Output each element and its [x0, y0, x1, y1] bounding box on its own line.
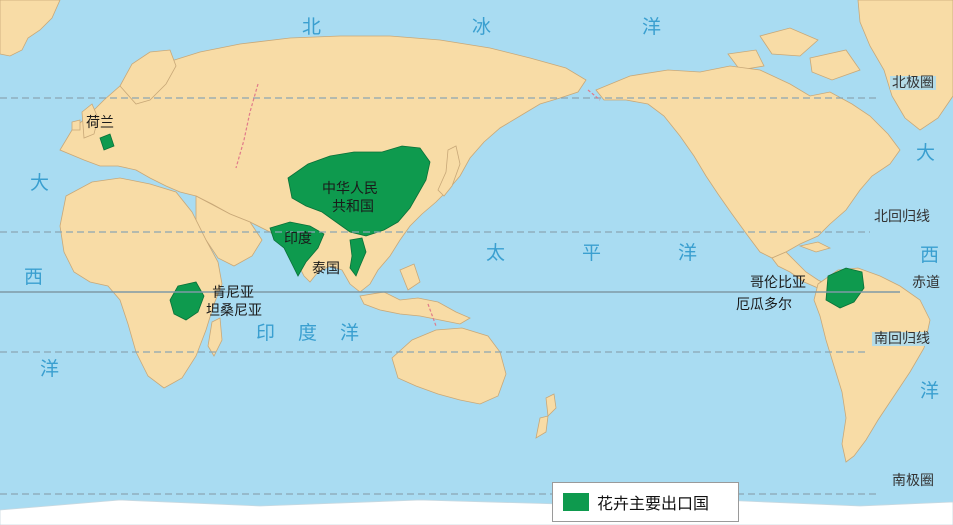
antarctica: [0, 499, 953, 525]
africa: [59, 177, 223, 389]
ocean-atlantic-west-char-1: 大: [30, 172, 50, 194]
ocean-atlantic-west-char-2: 西: [24, 266, 44, 288]
british-isles: [71, 103, 99, 139]
southeast-asia-islands: [359, 263, 471, 325]
ocean-indian-char-1: 印: [256, 322, 276, 344]
export-china: [287, 145, 431, 237]
label-kenya: 肯尼亚: [212, 285, 254, 301]
japan: [437, 145, 461, 197]
label-antarctic-circle: 南极圈: [890, 473, 936, 489]
ocean-atlantic-east-char-1: 大: [916, 142, 936, 164]
ocean-indian-char-3: 洋: [340, 322, 360, 344]
label-equator: 赤道: [910, 275, 942, 291]
ocean-pacific-char-1: 太: [486, 242, 506, 264]
label-china-line-2: 共和国: [332, 199, 374, 215]
boundary-indonesia: [427, 303, 437, 327]
north-america: [595, 65, 901, 259]
label-tanzania: 坦桑尼亚: [206, 303, 262, 319]
ocean-atlantic-east-char-2: 西: [920, 244, 940, 266]
greenland: [857, 0, 953, 131]
ocean-atlantic-east-char-3: 洋: [920, 380, 940, 402]
ocean-atlantic-west-char-3: 洋: [40, 358, 60, 380]
label-netherlands: 荷兰: [86, 115, 114, 131]
label-india: 印度: [284, 231, 312, 247]
greenland-west: [0, 0, 61, 57]
legend-swatch-export: [563, 493, 589, 511]
export-india: [269, 221, 325, 277]
export-colombia-ecuador: [825, 267, 865, 309]
label-tropic-of-capricorn: 南回归线: [872, 331, 932, 347]
new-zealand: [535, 393, 557, 439]
label-arctic-circle: 北极圈: [890, 75, 936, 91]
export-thailand: [349, 237, 367, 277]
ocean-arctic-char-1: 北: [302, 16, 322, 38]
map-legend: 花卉主要出口国: [552, 482, 739, 522]
ocean-arctic-char-2: 冰: [472, 16, 492, 38]
ocean-pacific-char-2: 平: [582, 242, 602, 264]
ocean-arctic-char-3: 洋: [642, 16, 662, 38]
boundary-bering: [587, 89, 601, 101]
label-tropic-of-cancer: 北回归线: [872, 209, 932, 225]
south-america: [813, 267, 931, 463]
australia: [391, 327, 507, 405]
label-ecuador: 厄瓜多尔: [736, 297, 792, 313]
arctic-islands: [727, 27, 861, 81]
ocean-indian-char-2: 度: [298, 322, 318, 344]
label-thailand: 泰国: [312, 261, 340, 277]
legend-label: 花卉主要出口国: [597, 494, 710, 513]
export-netherlands: [99, 133, 115, 151]
ocean-pacific-char-3: 洋: [678, 242, 698, 264]
label-china-line-1: 中华人民: [322, 181, 378, 197]
scandinavia: [119, 49, 177, 105]
label-colombia: 哥伦比亚: [750, 275, 806, 291]
boundary-russia-west: [235, 83, 259, 169]
madagascar: [207, 317, 223, 357]
